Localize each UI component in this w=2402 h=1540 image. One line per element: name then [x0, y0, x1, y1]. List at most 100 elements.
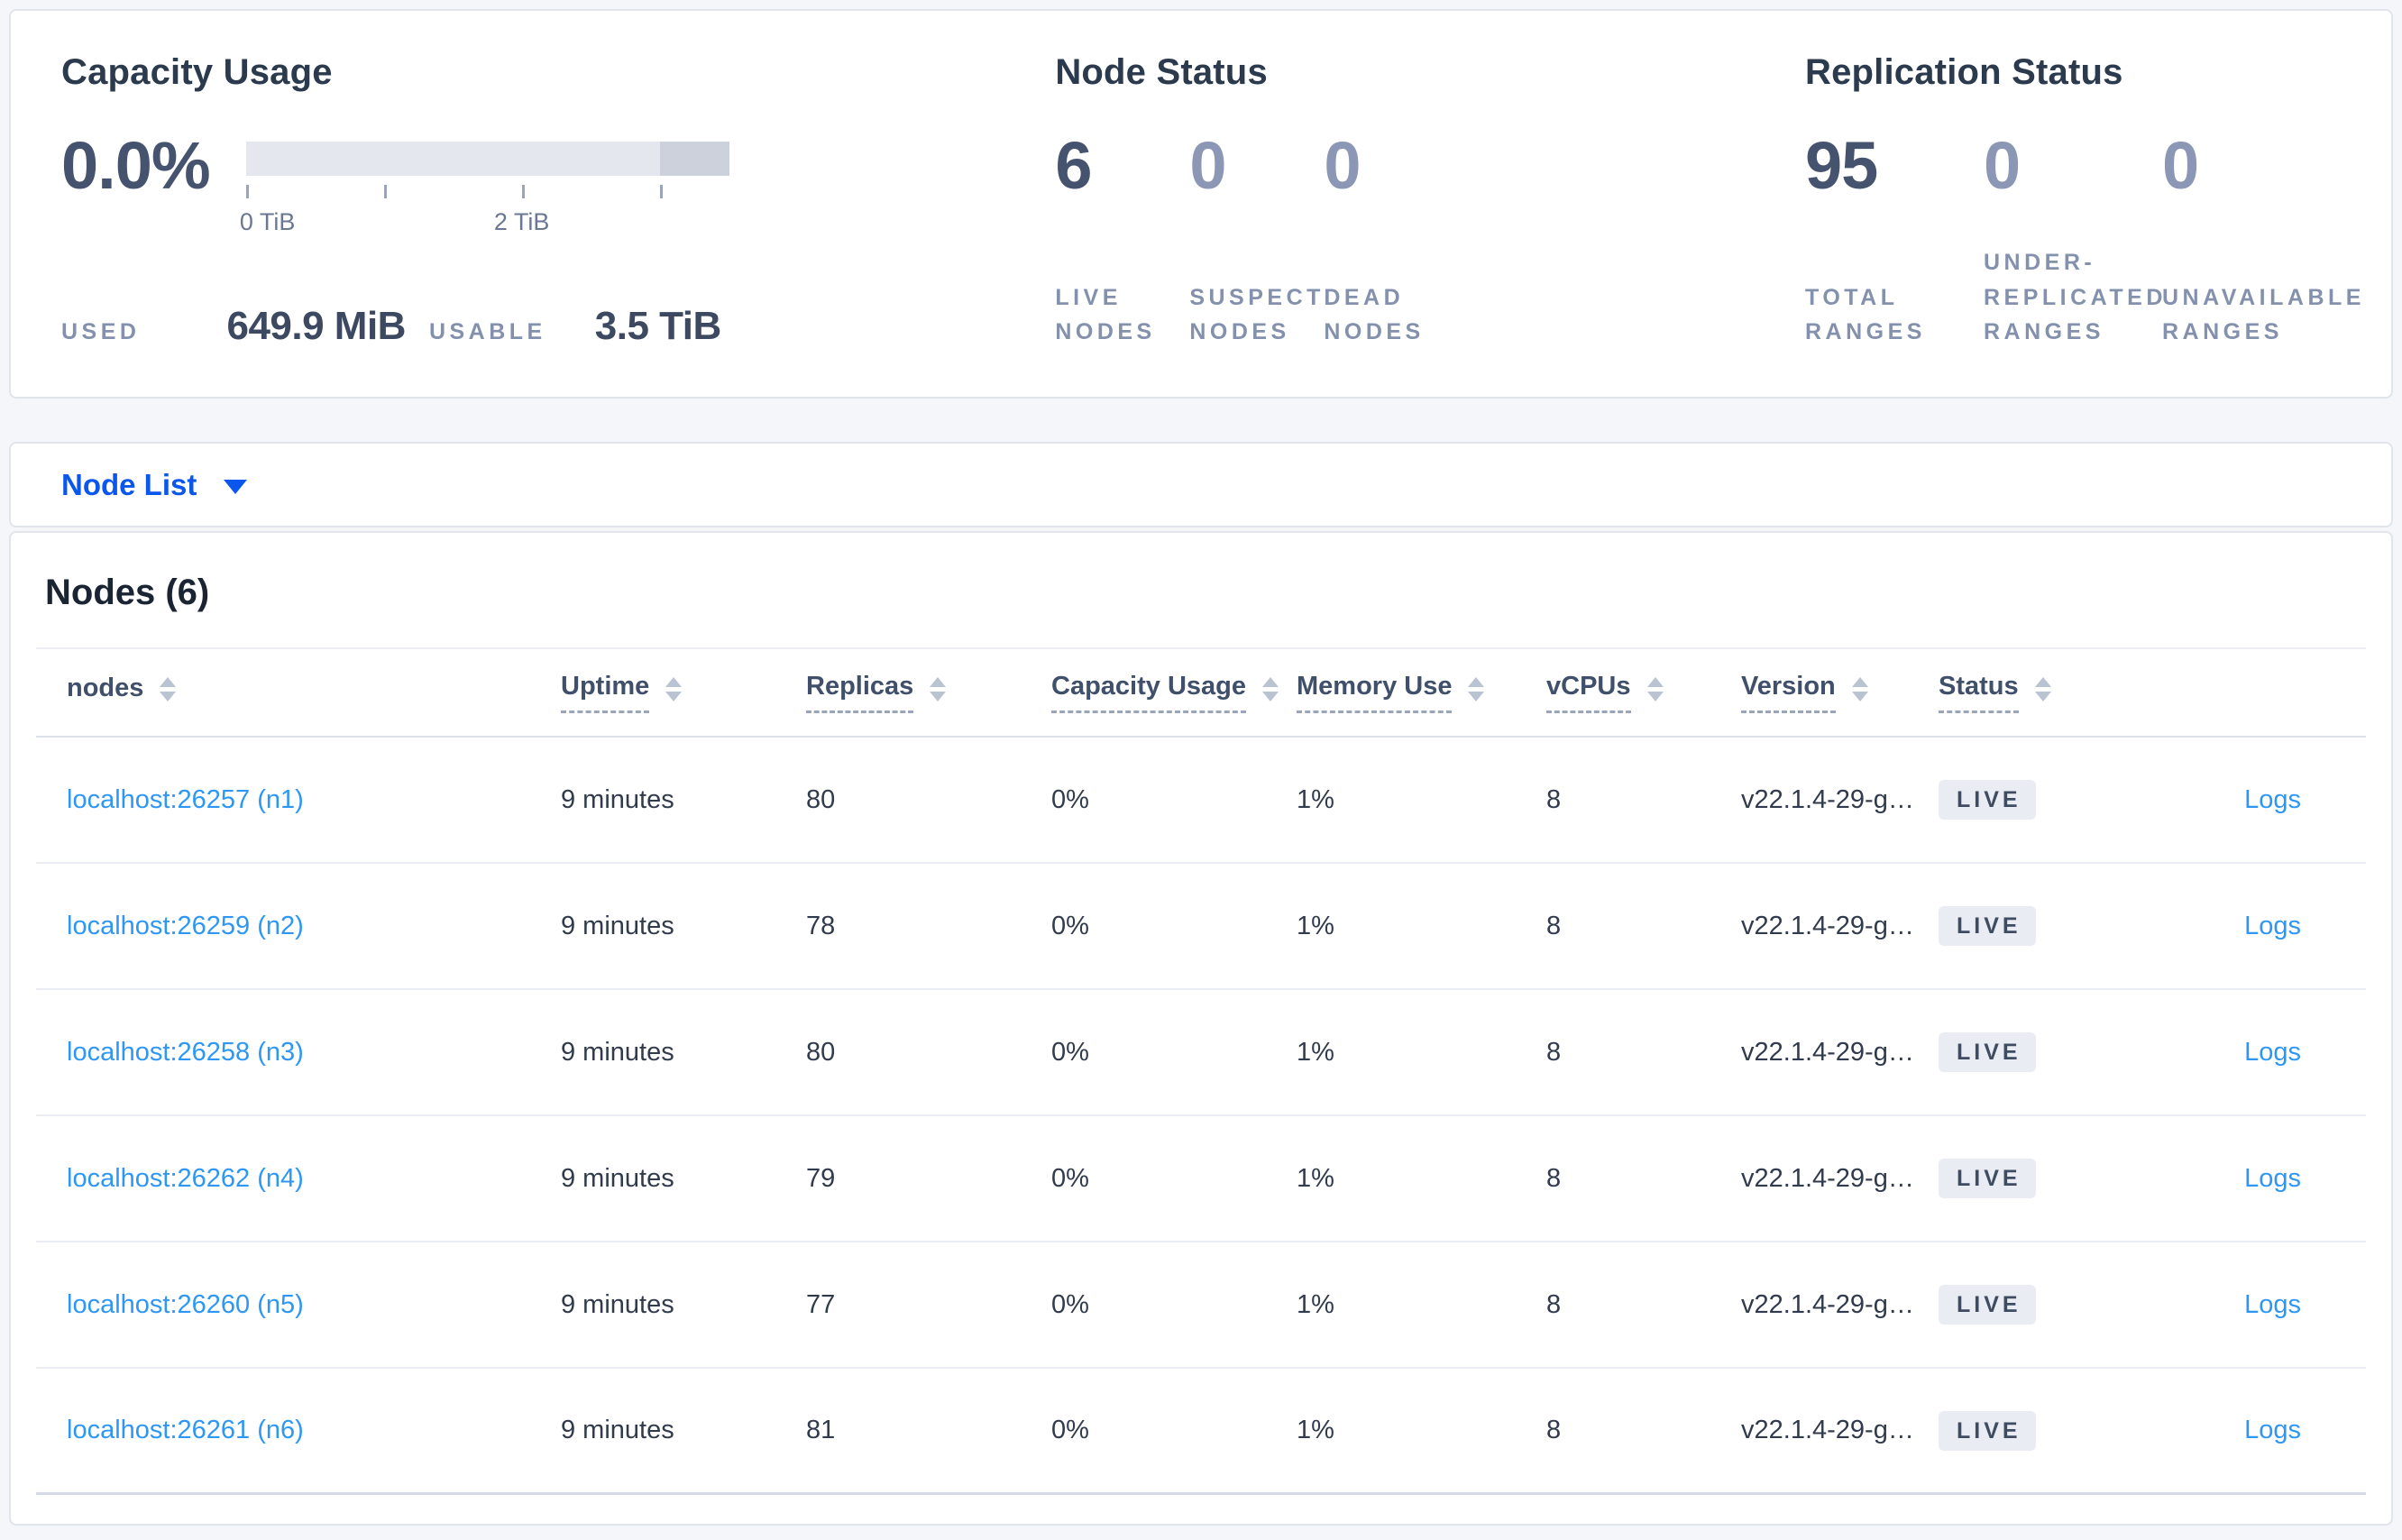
uptime-cell: 9 minutes [561, 1163, 674, 1193]
sort-icon [160, 676, 177, 701]
column-header-uptime[interactable]: Uptime [561, 672, 806, 713]
used-label: USED [61, 319, 141, 345]
logs-cell: Logs [2244, 912, 2366, 941]
node-cell: localhost:26259 (n2) [67, 912, 561, 941]
memory-use-cell: 1% [1297, 1416, 1334, 1444]
logs-link[interactable]: Logs [2244, 911, 2301, 940]
logs-link[interactable]: Logs [2244, 1289, 2301, 1319]
capacity-usage-title: Capacity Usage [61, 52, 333, 92]
capacity-percent-value: 0.0% [61, 128, 211, 203]
summary-stat: 95 TOTAL RANGES [1805, 133, 1984, 350]
uptime-cell: 9 minutes [561, 1416, 674, 1444]
table-row: localhost:26262 (n4) 9 minutes 79 0% 1% … [36, 1116, 2366, 1242]
logs-cell: Logs [2244, 1290, 2366, 1320]
logs-cell: Logs [2244, 785, 2366, 815]
version-cell: v22.1.4-29-g… [1741, 1289, 1914, 1319]
column-header-status[interactable]: Status [1939, 672, 2164, 713]
logs-link[interactable]: Logs [2244, 1037, 2301, 1067]
table-row: localhost:26259 (n2) 9 minutes 78 0% 1% … [36, 864, 2366, 990]
axis-label-2tib: 2 TiB [493, 208, 550, 235]
replicas-cell: 78 [806, 911, 836, 940]
version-cell: v22.1.4-29-g… [1741, 784, 1914, 814]
logs-link[interactable]: Logs [2244, 1163, 2301, 1193]
column-header-replicas[interactable]: Replicas [806, 672, 1051, 713]
node-link[interactable]: localhost:26259 (n2) [67, 911, 304, 940]
column-header-capacity-usage[interactable]: Capacity Usage [1051, 672, 1297, 713]
node-cell: localhost:26260 (n5) [67, 1290, 561, 1320]
capacity-usage-chart: 0.0% 0 TiB 2 TiB [61, 128, 1055, 235]
node-link[interactable]: localhost:26260 (n5) [67, 1289, 304, 1319]
column-header-version[interactable]: Version [1741, 672, 1939, 713]
memory-use-cell: 1% [1297, 1037, 1334, 1067]
status-cell: LIVE [1939, 1159, 2164, 1198]
memory-use-cell: 1% [1297, 1163, 1334, 1193]
memory-use-cell: 1% [1297, 1289, 1334, 1319]
stat-label: DEAD NODES [1324, 284, 1425, 345]
capacity-usage-cell: 0% [1051, 1037, 1089, 1067]
chevron-down-icon [224, 479, 248, 494]
vcpus-cell: 8 [1546, 1416, 1562, 1444]
status-badge: LIVE [1939, 780, 2036, 820]
status-cell: LIVE [1939, 1285, 2164, 1325]
stat-value: 0 [1189, 128, 1226, 203]
stat-label: LIVE NODES [1055, 284, 1156, 345]
view-selector-bar: Node List [9, 442, 2393, 527]
node-list-dropdown-label: Node List [61, 467, 197, 501]
capacity-bar-reserved-segment [659, 142, 729, 176]
stat-value: 0 [1984, 128, 2021, 203]
uptime-cell: 9 minutes [561, 784, 674, 814]
vcpus-cell: 8 [1546, 1163, 1562, 1193]
stat-label: UNAVAILABLE RANGES [2162, 284, 2365, 345]
node-link[interactable]: localhost:26262 (n4) [67, 1163, 304, 1193]
uptime-cell: 9 minutes [561, 911, 674, 940]
stat-label: SUSPECT NODES [1189, 284, 1325, 345]
status-badge: LIVE [1939, 1285, 2036, 1325]
node-link[interactable]: localhost:26261 (n6) [67, 1416, 304, 1444]
version-cell: v22.1.4-29-g… [1741, 1037, 1914, 1067]
capacity-usage-cell: 0% [1051, 784, 1089, 814]
capacity-usage-cell: 0% [1051, 911, 1089, 940]
stat-value: 0 [1324, 128, 1361, 203]
nodes-panel: Nodes (6) nodes Uptime Replicas Capacity… [9, 531, 2393, 1526]
summary-stat: 6 LIVE NODES [1055, 133, 1189, 350]
replicas-cell: 77 [806, 1289, 836, 1319]
column-header-vcpus[interactable]: vCPUs [1546, 672, 1741, 713]
node-link[interactable]: localhost:26258 (n3) [67, 1037, 304, 1067]
axis-tick-2tib [521, 185, 525, 198]
replicas-cell: 81 [806, 1416, 836, 1444]
replication-status-title: Replication Status [1805, 52, 2123, 92]
vcpus-cell: 8 [1546, 1289, 1562, 1319]
stat-label: UNDER-REPLICATED RANGES [1984, 249, 2167, 345]
column-header-memory-use[interactable]: Memory Use [1297, 672, 1546, 713]
status-badge: LIVE [1939, 1032, 2036, 1072]
sort-icon [665, 676, 683, 701]
status-cell: LIVE [1939, 1032, 2164, 1072]
logs-link[interactable]: Logs [2244, 784, 2301, 814]
column-header-nodes[interactable]: nodes [67, 674, 561, 712]
table-row: localhost:26257 (n1) 9 minutes 80 0% 1% … [36, 738, 2366, 864]
node-status-title: Node Status [1055, 52, 1268, 92]
memory-use-cell: 1% [1297, 784, 1334, 814]
version-cell: v22.1.4-29-g… [1741, 1163, 1914, 1193]
stat-value: 0 [2162, 128, 2199, 203]
capacity-stats-row: USED 649.9 MiB USABLE 3.5 TiB [61, 304, 1055, 350]
node-link[interactable]: localhost:26257 (n1) [67, 784, 304, 814]
stat-label: TOTAL RANGES [1805, 284, 1926, 345]
table-row: localhost:26258 (n3) 9 minutes 80 0% 1% … [36, 990, 2366, 1116]
uptime-cell: 9 minutes [561, 1037, 674, 1067]
sort-icon [1851, 676, 1868, 701]
node-status-stats: 6 LIVE NODES 0 SUSPECT NODES 0 DEAD NODE… [1055, 133, 1805, 350]
axis-label-0tib: 0 TiB [239, 208, 296, 235]
logs-link[interactable]: Logs [2244, 1416, 2301, 1444]
capacity-bar-track [245, 142, 729, 176]
table-row: localhost:26260 (n5) 9 minutes 77 0% 1% … [36, 1242, 2366, 1369]
nodes-table-title: Nodes (6) [45, 573, 210, 612]
node-cell: localhost:26257 (n1) [67, 785, 561, 815]
logs-cell: Logs [2244, 1164, 2366, 1194]
node-list-dropdown[interactable]: Node List [61, 467, 248, 502]
logs-cell: Logs [2244, 1416, 2366, 1445]
capacity-usage-cell: 0% [1051, 1163, 1089, 1193]
vcpus-cell: 8 [1546, 911, 1562, 940]
axis-tick-3tib [659, 185, 663, 198]
